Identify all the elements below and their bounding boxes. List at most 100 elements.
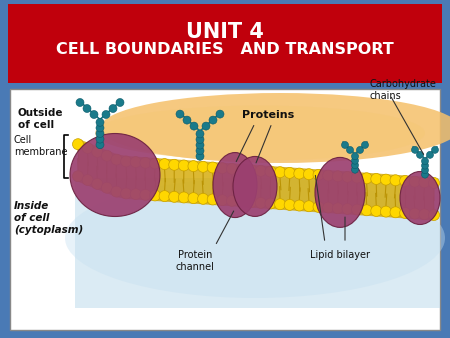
Polygon shape	[78, 139, 434, 220]
Circle shape	[390, 207, 401, 218]
Text: CELL BOUNDARIES   AND TRANSPORT: CELL BOUNDARIES AND TRANSPORT	[56, 42, 394, 57]
Circle shape	[90, 111, 98, 119]
Circle shape	[371, 173, 382, 185]
Circle shape	[82, 143, 93, 153]
Circle shape	[294, 200, 305, 211]
Text: Inside
of cell
(cytoplasm): Inside of cell (cytoplasm)	[14, 201, 83, 235]
Ellipse shape	[70, 134, 160, 217]
Circle shape	[101, 150, 112, 161]
Circle shape	[356, 146, 364, 153]
Circle shape	[188, 161, 199, 172]
Circle shape	[351, 166, 359, 173]
Circle shape	[313, 169, 324, 180]
Circle shape	[149, 190, 161, 201]
Circle shape	[351, 162, 359, 169]
Circle shape	[109, 104, 117, 113]
Text: Cell
membrane: Cell membrane	[14, 135, 68, 157]
Bar	[8, 4, 442, 83]
Circle shape	[332, 203, 343, 214]
Circle shape	[246, 197, 256, 208]
Circle shape	[92, 146, 103, 158]
Circle shape	[176, 110, 184, 118]
Circle shape	[303, 169, 315, 180]
Circle shape	[159, 159, 170, 170]
Text: Outside
of cell: Outside of cell	[18, 108, 63, 129]
Circle shape	[265, 198, 276, 209]
Circle shape	[96, 118, 104, 126]
Circle shape	[332, 171, 343, 182]
Bar	[10, 90, 440, 330]
Circle shape	[72, 171, 84, 182]
Circle shape	[202, 122, 210, 130]
Text: Lipid bilayer: Lipid bilayer	[310, 250, 370, 260]
Circle shape	[274, 199, 286, 210]
Text: Proteins: Proteins	[242, 110, 294, 120]
Circle shape	[111, 186, 122, 197]
Text: Carbohydrate
chains: Carbohydrate chains	[370, 79, 437, 101]
Circle shape	[351, 157, 359, 164]
Circle shape	[169, 159, 180, 170]
Circle shape	[217, 163, 228, 174]
Circle shape	[101, 182, 112, 193]
Circle shape	[422, 167, 428, 174]
Circle shape	[427, 151, 433, 158]
Circle shape	[346, 146, 354, 153]
Ellipse shape	[213, 152, 257, 218]
Circle shape	[400, 175, 411, 187]
Circle shape	[169, 191, 180, 202]
Text: Protein
channel: Protein channel	[176, 250, 215, 272]
Circle shape	[198, 161, 209, 172]
Circle shape	[432, 146, 438, 153]
Circle shape	[116, 98, 124, 106]
Circle shape	[196, 136, 204, 144]
Circle shape	[371, 206, 382, 216]
Circle shape	[76, 98, 84, 106]
Circle shape	[111, 154, 122, 165]
Circle shape	[265, 166, 276, 177]
Circle shape	[188, 193, 199, 203]
Circle shape	[83, 104, 91, 113]
Circle shape	[149, 158, 161, 169]
Circle shape	[255, 197, 266, 208]
Circle shape	[409, 208, 420, 219]
Circle shape	[428, 210, 440, 220]
Text: UNIT 4: UNIT 4	[186, 22, 264, 42]
Circle shape	[226, 163, 238, 174]
Circle shape	[196, 130, 204, 138]
Circle shape	[196, 141, 204, 149]
Circle shape	[351, 204, 363, 215]
Ellipse shape	[95, 105, 425, 161]
Circle shape	[419, 177, 430, 188]
Circle shape	[323, 202, 333, 213]
Circle shape	[351, 153, 359, 160]
Circle shape	[323, 170, 333, 181]
Circle shape	[183, 116, 191, 124]
Circle shape	[422, 162, 428, 169]
Circle shape	[130, 189, 141, 200]
Circle shape	[361, 205, 372, 216]
Circle shape	[274, 167, 286, 178]
Circle shape	[207, 162, 218, 173]
Circle shape	[294, 168, 305, 179]
Circle shape	[96, 135, 104, 143]
Circle shape	[361, 141, 369, 148]
Circle shape	[96, 141, 104, 149]
Circle shape	[428, 177, 440, 189]
Circle shape	[342, 171, 353, 183]
Circle shape	[422, 171, 428, 178]
Circle shape	[207, 194, 218, 205]
Bar	[75, 178, 440, 308]
Circle shape	[380, 174, 392, 185]
Circle shape	[217, 195, 228, 206]
Circle shape	[236, 164, 247, 175]
Circle shape	[190, 122, 198, 130]
Circle shape	[130, 156, 141, 168]
Circle shape	[361, 173, 372, 184]
Circle shape	[140, 189, 151, 200]
Circle shape	[196, 147, 204, 155]
Circle shape	[92, 178, 103, 189]
Circle shape	[102, 111, 110, 119]
Ellipse shape	[315, 158, 365, 227]
Circle shape	[140, 157, 151, 168]
Circle shape	[284, 167, 295, 178]
